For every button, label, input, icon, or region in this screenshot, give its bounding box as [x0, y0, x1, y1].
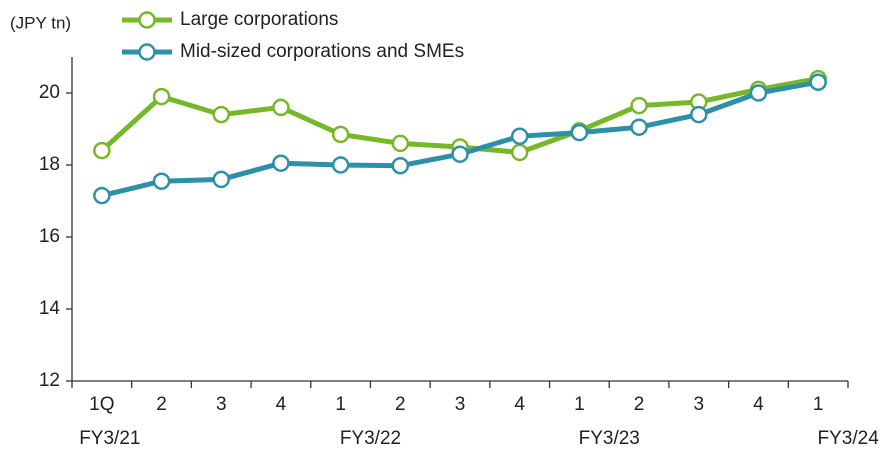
x-tick-label: 1Q	[89, 394, 114, 415]
x-tick-label: 2	[395, 394, 406, 415]
x-tick-label: 1	[813, 394, 824, 415]
fiscal-year-label: FY3/24	[818, 428, 880, 449]
legend-label: Large corporations	[180, 9, 338, 30]
legend-marker	[138, 43, 156, 61]
point	[510, 143, 529, 162]
point	[212, 170, 230, 189]
point	[809, 73, 827, 91]
point	[391, 156, 410, 175]
x-tick-label: 1	[574, 394, 585, 415]
point	[630, 118, 648, 136]
point	[272, 98, 290, 117]
x-tick-label: 2	[634, 394, 645, 415]
point	[570, 123, 589, 142]
fiscal-year-label: FY3/21	[79, 428, 140, 449]
point	[212, 105, 230, 124]
x-tick-label: 4	[753, 394, 764, 415]
point	[93, 186, 111, 205]
x-tick-label: 1	[335, 394, 346, 415]
fiscal-year-label: FY3/22	[340, 428, 401, 449]
legend-marker	[138, 11, 156, 29]
point	[331, 156, 350, 174]
point	[510, 127, 529, 145]
x-tick-label: 2	[156, 394, 167, 415]
point	[630, 96, 648, 115]
point	[331, 125, 350, 144]
y-tick-label: 12	[39, 370, 60, 391]
x-tick-label: 4	[514, 394, 525, 415]
point	[272, 154, 290, 172]
point	[749, 84, 768, 102]
legend-label: Mid-sized corporations and SMEs	[180, 41, 464, 62]
x-tick-label: 3	[455, 394, 466, 415]
y-tick-label: 18	[39, 154, 60, 175]
point	[152, 87, 171, 106]
point	[451, 145, 469, 163]
point	[690, 105, 708, 124]
x-tick-label: 4	[276, 394, 287, 415]
x-tick-label: 3	[693, 394, 704, 415]
y-tick-label: 14	[39, 298, 61, 319]
y-tick-label: 16	[39, 226, 60, 247]
point	[391, 134, 410, 153]
fiscal-year-label: FY3/23	[579, 428, 640, 449]
point	[152, 172, 171, 190]
x-tick-label: 3	[216, 394, 227, 415]
y-tick-label: 20	[39, 82, 60, 103]
point	[93, 141, 111, 160]
y-axis-label: (JPY tn)	[10, 13, 71, 32]
